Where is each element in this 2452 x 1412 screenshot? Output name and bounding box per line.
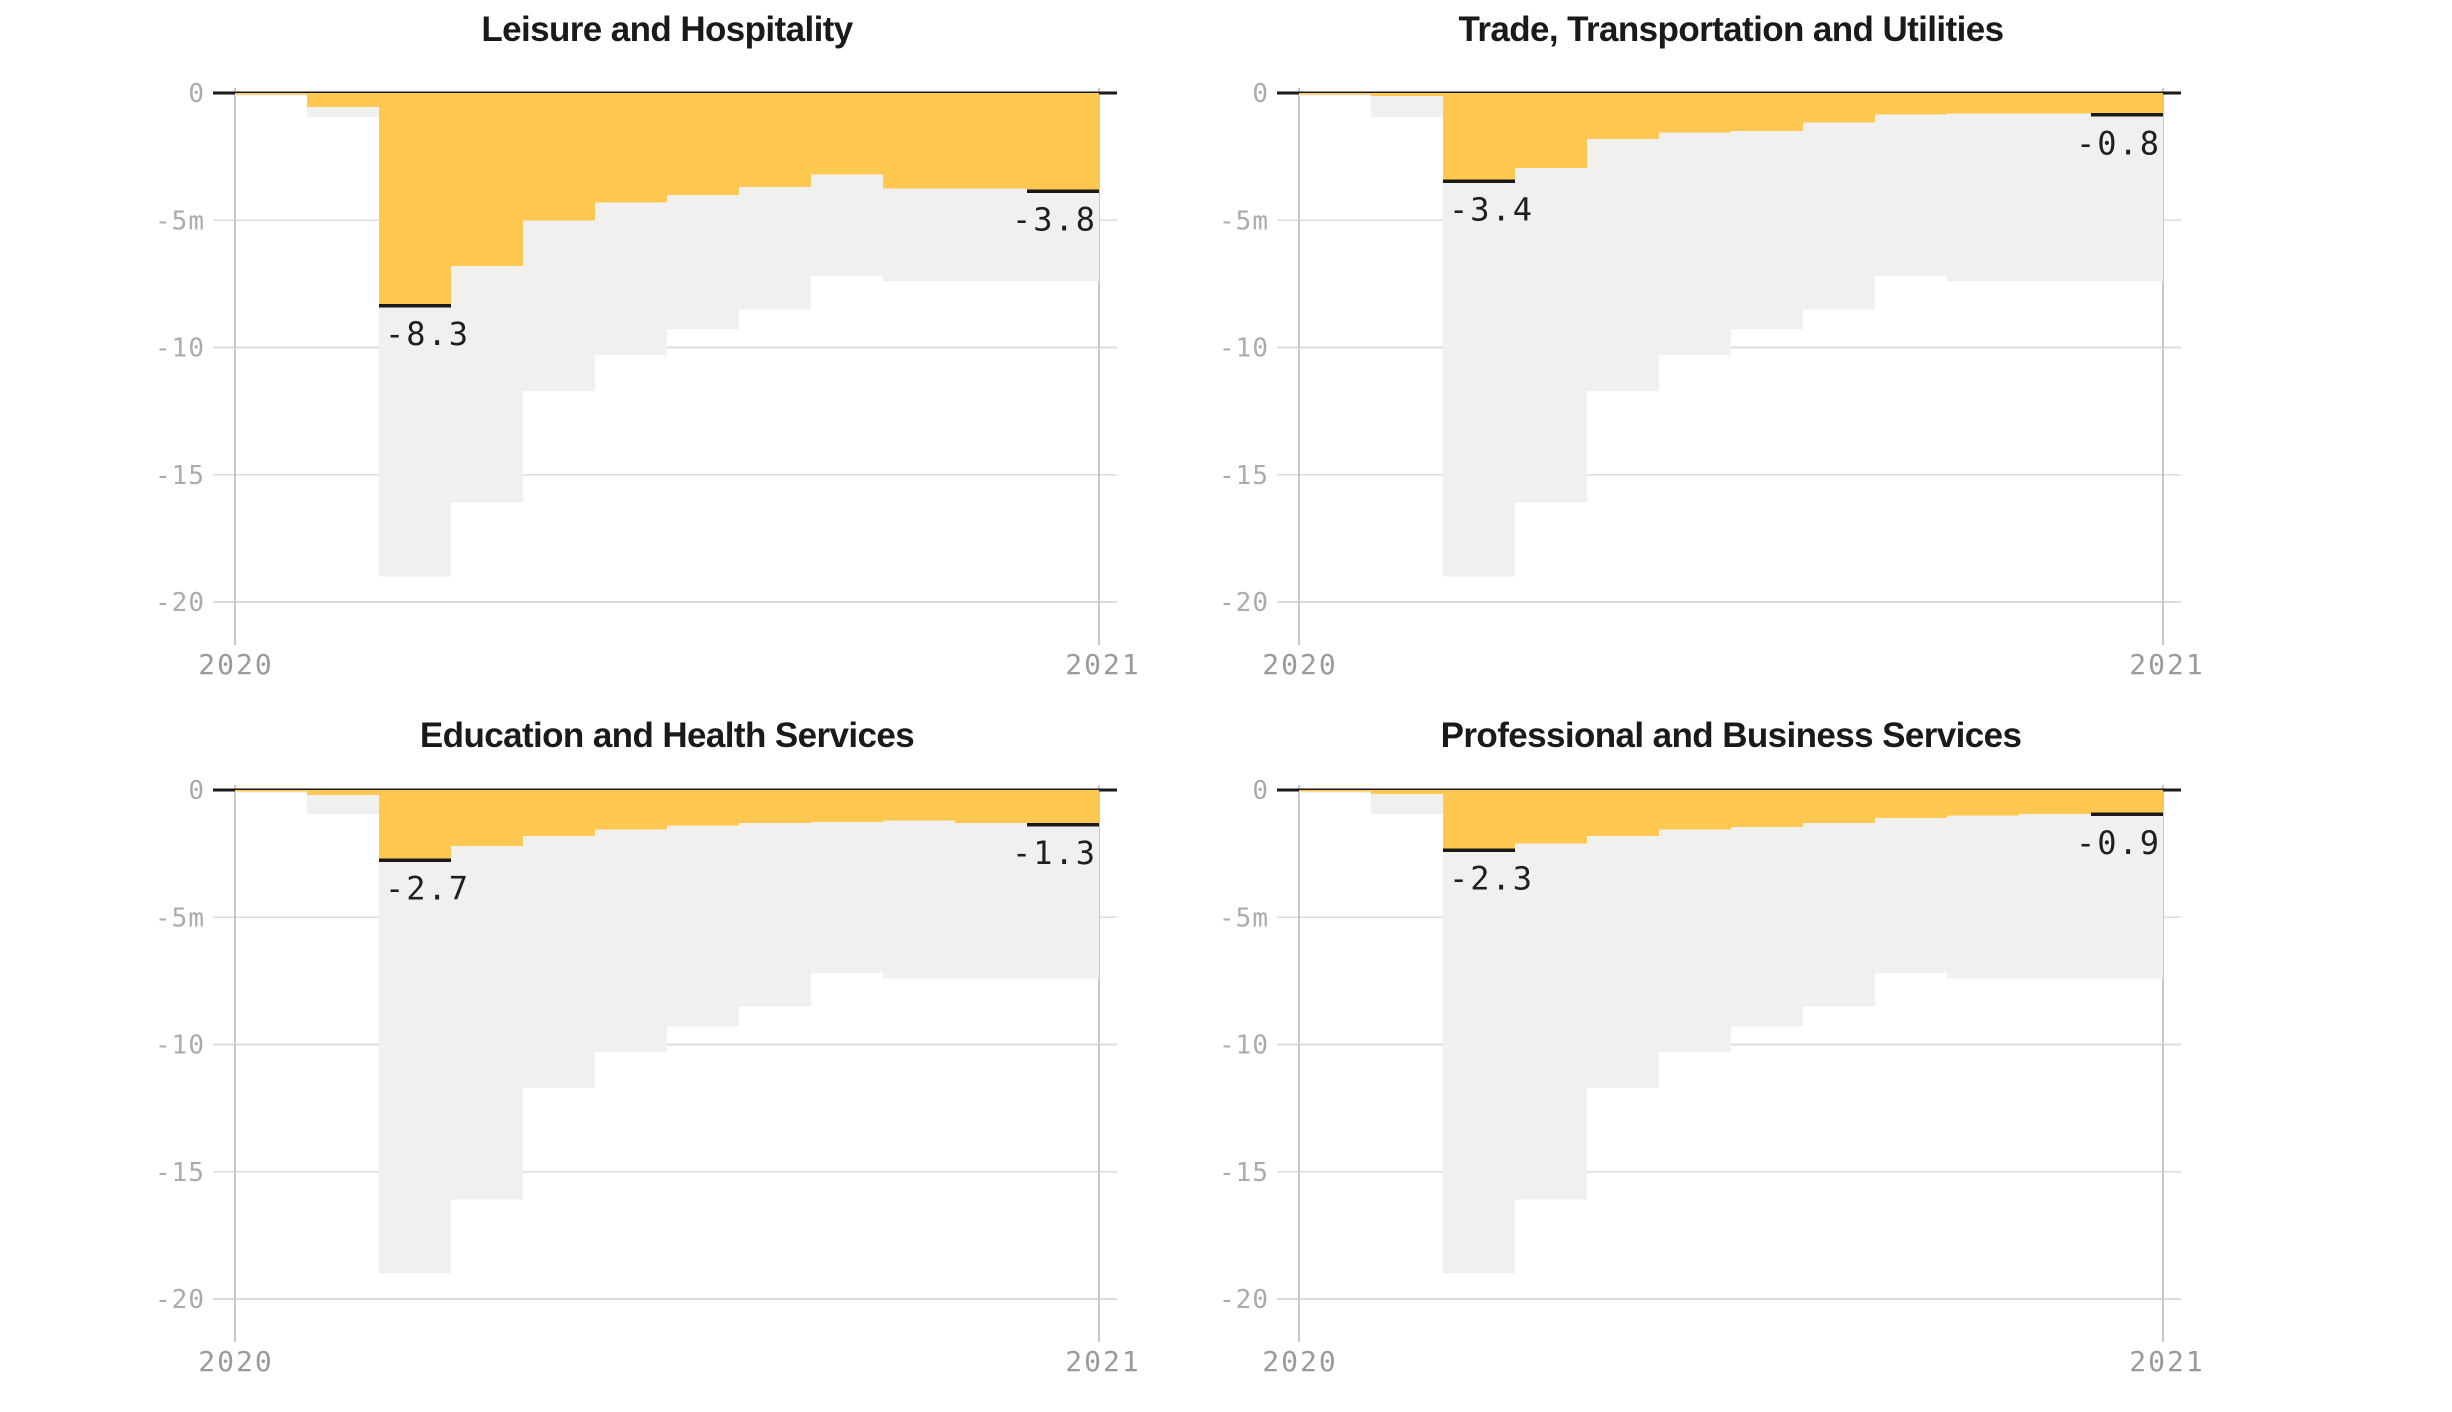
annotation-value-label: -1.3 <box>1012 834 1097 872</box>
y-tick-label: -20 <box>155 1285 205 1315</box>
chart-title-professional-business: Professional and Business Services <box>1440 716 2022 755</box>
reference-step-area <box>1299 790 2163 1274</box>
y-tick-label: -20 <box>155 588 205 618</box>
y-tick-label: -15 <box>1219 1158 1269 1188</box>
reference-step-area <box>235 790 1099 1274</box>
y-tick-label: -15 <box>1219 461 1269 491</box>
chart-title-leisure-hospitality: Leisure and Hospitality <box>481 10 853 49</box>
x-tick-label-2020: 2020 <box>1262 1345 1337 1378</box>
annotation-value-label: -3.4 <box>1449 191 1534 229</box>
y-tick-label: 0 <box>188 776 205 806</box>
y-tick-label: -10 <box>155 334 205 364</box>
chart-title-trade-transportation-utilities: Trade, Transportation and Utilities <box>1458 10 2005 49</box>
annotation-value-label: -8.3 <box>385 315 470 353</box>
y-tick-label: -5m <box>1219 206 1269 236</box>
y-tick-label: 0 <box>1252 776 1269 806</box>
y-tick-label: -5m <box>1219 903 1269 933</box>
x-tick-label-2020: 2020 <box>198 1345 273 1378</box>
x-tick-label-2021: 2021 <box>2129 648 2204 681</box>
y-tick-label: 0 <box>188 79 205 109</box>
y-tick-label: -5m <box>155 206 205 236</box>
y-tick-label: -20 <box>1219 588 1269 618</box>
annotation-value-label: -0.9 <box>2076 824 2161 862</box>
chart-title-education-health: Education and Health Services <box>419 716 915 755</box>
y-tick-label: -15 <box>155 461 205 491</box>
sector-step-area <box>1299 93 2163 180</box>
annotation-value-label: -0.8 <box>2076 124 2161 162</box>
reference-step-area <box>1299 93 2163 577</box>
annotation-value-label: -2.3 <box>1449 860 1534 898</box>
sector-step-area <box>1299 790 2163 849</box>
x-tick-label-2021: 2021 <box>1065 1345 1140 1378</box>
x-tick-label-2021: 2021 <box>2129 1345 2204 1378</box>
y-tick-label: -5m <box>155 903 205 933</box>
sector-step-area <box>235 93 1099 305</box>
annotation-value-label: -3.8 <box>1012 201 1097 239</box>
x-tick-label-2020: 2020 <box>1262 648 1337 681</box>
y-tick-label: -20 <box>1219 1285 1269 1315</box>
annotation-value-label: -2.7 <box>385 870 470 908</box>
y-tick-label: -15 <box>155 1158 205 1188</box>
sector-step-area <box>235 790 1099 859</box>
y-tick-label: 0 <box>1252 79 1269 109</box>
y-tick-label: -10 <box>155 1031 205 1061</box>
x-tick-label-2021: 2021 <box>1065 648 1140 681</box>
y-tick-label: -10 <box>1219 1031 1269 1061</box>
y-tick-label: -10 <box>1219 334 1269 364</box>
x-tick-label-2020: 2020 <box>198 648 273 681</box>
